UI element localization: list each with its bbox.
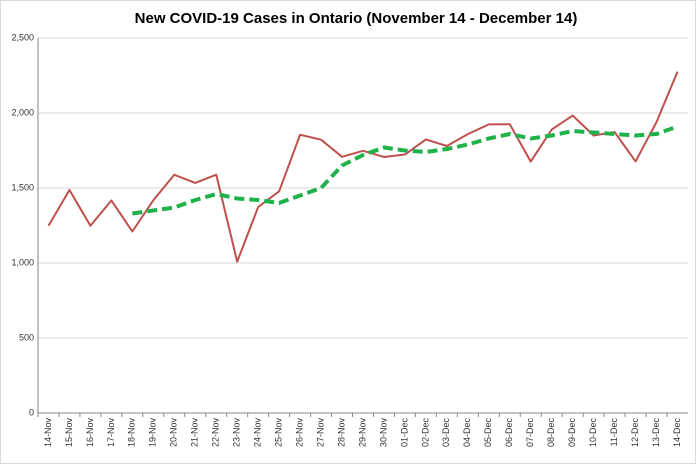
- x-tick-label: 04-Dec: [462, 418, 472, 448]
- x-tick-label: 07-Dec: [525, 418, 535, 448]
- y-tick-label: 2,500: [11, 32, 34, 42]
- x-tick-label: 08-Dec: [546, 418, 556, 448]
- x-tick-label: 01-Dec: [399, 418, 409, 448]
- y-tick-label: 500: [19, 332, 34, 342]
- series-line: [132, 124, 679, 216]
- x-tick-label: 05-Dec: [483, 418, 493, 448]
- x-tick-label: 03-Dec: [441, 418, 451, 448]
- y-tick-label: 1,500: [11, 182, 34, 192]
- x-tick-label: 27-Nov: [315, 418, 325, 448]
- x-tick-label: 16-Nov: [85, 418, 95, 448]
- x-tick-label: 18-Nov: [127, 418, 137, 448]
- x-tick-label: 30-Nov: [378, 418, 388, 448]
- x-tick-label: 25-Nov: [274, 418, 284, 448]
- x-tick-label: 15-Nov: [64, 418, 74, 448]
- chart-title: New COVID-19 Cases in Ontario (November …: [135, 10, 578, 27]
- x-tick-label: 14-Nov: [43, 418, 53, 448]
- x-tick-label: 19-Nov: [148, 418, 158, 448]
- x-tick-label: 06-Dec: [504, 418, 514, 448]
- x-tick-label: 29-Nov: [357, 418, 367, 448]
- x-tick-label: 28-Nov: [336, 418, 346, 448]
- y-tick-label: 0: [29, 407, 34, 417]
- x-tick-label: 14-Dec: [672, 418, 682, 448]
- x-tick-label: 09-Dec: [567, 418, 577, 448]
- x-tick-label: 26-Nov: [294, 418, 304, 448]
- x-tick-label: 22-Nov: [211, 418, 221, 448]
- x-tick-label: 12-Dec: [630, 418, 640, 448]
- x-tick-label: 24-Nov: [253, 418, 263, 448]
- y-tick-label: 2,000: [11, 107, 34, 117]
- x-tick-label: 02-Dec: [420, 418, 430, 448]
- x-tick-label: 23-Nov: [232, 418, 242, 448]
- x-tick-label: 21-Nov: [190, 418, 200, 448]
- x-tick-label: 20-Nov: [169, 418, 179, 448]
- y-tick-label: 1,000: [11, 257, 34, 267]
- series-line: [47, 71, 679, 263]
- x-tick-label: 13-Dec: [651, 418, 661, 448]
- x-tick-label: 11-Dec: [609, 418, 619, 447]
- x-tick-label: 17-Nov: [106, 418, 116, 448]
- x-tick-label: 10-Dec: [588, 418, 598, 448]
